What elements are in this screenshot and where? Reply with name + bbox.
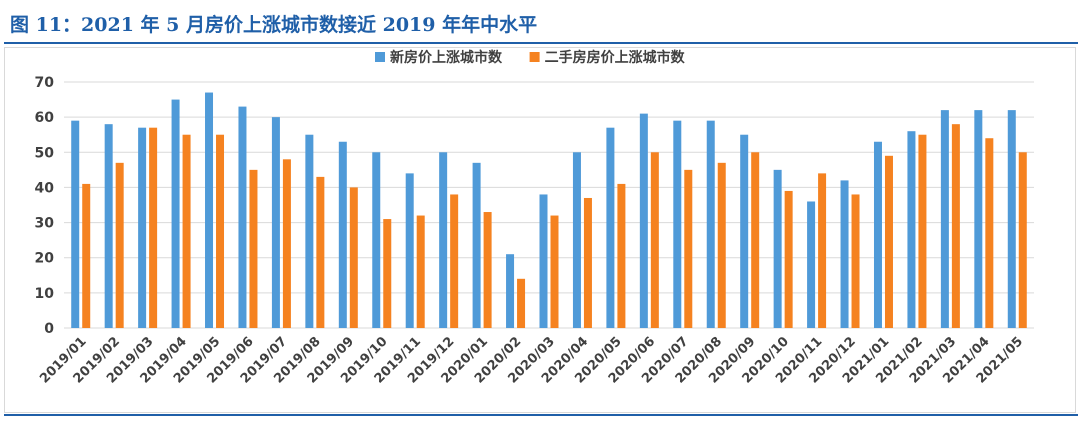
bar-series2 (416, 215, 425, 328)
y-tick-label: 40 (35, 180, 55, 196)
bar-series2 (751, 152, 760, 328)
y-tick-label: 10 (35, 286, 55, 302)
bar-series1 (171, 99, 180, 328)
bar-series2 (182, 134, 191, 328)
bar-series1 (740, 134, 749, 328)
bar-series2 (550, 215, 559, 328)
bar-series1 (271, 117, 280, 329)
bar-series2 (784, 190, 793, 328)
bar-series2 (717, 162, 726, 328)
bar-series2 (115, 162, 124, 328)
footer-rule (4, 414, 1078, 416)
bar-series1 (338, 141, 347, 328)
bar-series2 (985, 138, 994, 328)
bar-series1 (305, 134, 314, 328)
bar-series2 (316, 176, 325, 328)
bar-series1 (71, 120, 80, 329)
bar-series2 (282, 159, 291, 328)
y-tick-label: 20 (35, 251, 55, 267)
bar-series1 (639, 113, 648, 328)
bar-series2 (583, 197, 592, 328)
bar-series2 (650, 152, 659, 328)
legend-label: 新房价上涨城市数 (390, 49, 503, 66)
bar-series1 (572, 152, 581, 328)
bar-series2 (249, 169, 258, 328)
y-tick-label: 70 (35, 75, 55, 91)
bar-series2 (383, 219, 392, 328)
legend-swatch (529, 52, 540, 62)
bar-series2 (349, 187, 358, 328)
bar-series1 (940, 110, 949, 328)
bar-series1 (807, 201, 816, 328)
bar-series2 (517, 278, 526, 328)
bar-series1 (506, 254, 515, 328)
legend-label: 二手房房价上涨城市数 (545, 49, 686, 66)
bar-series2 (818, 173, 827, 328)
bar-series1 (673, 120, 682, 329)
bar-series1 (773, 169, 782, 328)
bar-series2 (450, 194, 459, 328)
bar-series2 (918, 134, 927, 328)
y-tick-label: 50 (35, 145, 55, 161)
chart-frame (4, 47, 1076, 413)
bar-series2 (884, 155, 893, 328)
y-tick-label: 60 (35, 110, 55, 126)
figure-title: 图 11：2021 年 5 月房价上涨城市数接近 2019 年年中水平 (10, 14, 538, 36)
bar-series1 (907, 131, 916, 328)
bar-series1 (405, 173, 414, 328)
bar-series1 (873, 141, 882, 328)
bar-series2 (851, 194, 860, 328)
header-rule (4, 42, 1078, 44)
y-tick-label: 30 (35, 216, 55, 232)
bar-series2 (951, 124, 960, 329)
bar-series1 (205, 92, 214, 329)
bar-series2 (684, 169, 693, 328)
bar-series1 (472, 162, 481, 328)
bar-series1 (539, 194, 548, 328)
figure-header: 图 11：2021 年 5 月房价上涨城市数接近 2019 年年中水平 (0, 0, 1080, 46)
bar-series2 (483, 212, 492, 328)
bar-series2 (1018, 152, 1027, 328)
bar-series1 (706, 120, 715, 329)
y-tick-label: 0 (44, 321, 54, 337)
bar-series1 (238, 106, 247, 328)
bar-series2 (149, 127, 158, 328)
bar-series1 (104, 124, 113, 329)
bar-series1 (1007, 110, 1016, 328)
bar-series2 (82, 183, 91, 328)
bar-series1 (606, 127, 615, 328)
bar-series1 (439, 152, 448, 328)
bar-series2 (617, 183, 626, 328)
bar-series1 (840, 180, 849, 328)
bar-series1 (138, 127, 147, 328)
bar-series2 (216, 134, 225, 328)
bar-series1 (974, 110, 983, 328)
legend-swatch (375, 52, 385, 62)
bar-series1 (372, 152, 381, 328)
